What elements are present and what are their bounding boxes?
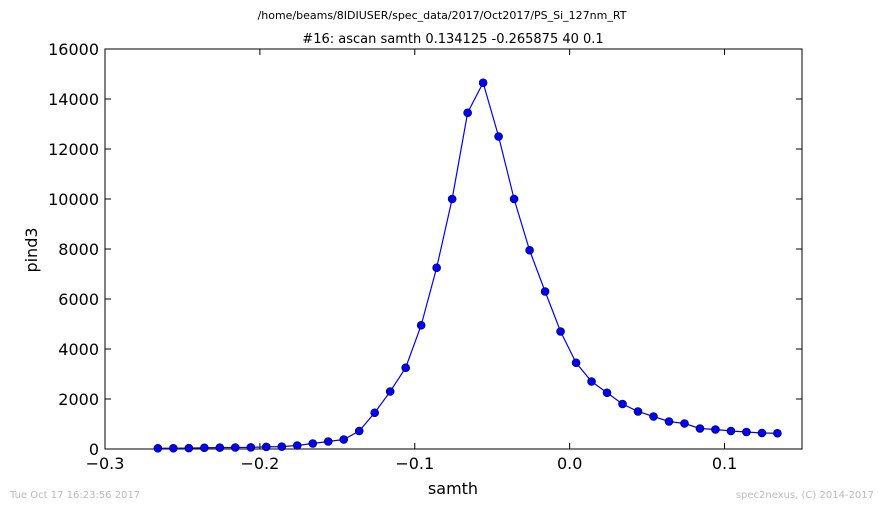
y-tick-label: 10000	[48, 190, 99, 209]
data-point	[540, 287, 550, 296]
data-point	[695, 424, 705, 433]
data-point	[525, 245, 534, 255]
data-point	[246, 443, 256, 452]
data-point	[323, 437, 333, 446]
data-point	[726, 426, 736, 436]
data-point	[633, 407, 643, 416]
data-point	[447, 194, 457, 204]
data-point	[618, 399, 627, 409]
y-tick-label: 12000	[48, 140, 99, 159]
data-point	[169, 443, 178, 453]
data-point	[773, 428, 782, 438]
data-point	[556, 327, 565, 336]
data-point	[231, 443, 240, 452]
data-point	[215, 443, 225, 452]
data-point	[757, 428, 767, 438]
data-point	[509, 194, 519, 204]
axis-ticks: −0.3 −0.2 −0.1 0.0 0.1 0 2000 4000 6000 8000 10000…	[48, 40, 802, 473]
x-tick-label: −0.1	[395, 454, 434, 473]
data-point	[370, 408, 380, 418]
data-point	[200, 443, 209, 453]
x-axis-label: samth	[428, 479, 478, 498]
y-tick-label: 0	[89, 440, 99, 459]
y-tick-label: 16000	[48, 40, 99, 59]
x-tick-label: 0.1	[712, 454, 737, 473]
y-tick-label: 2000	[58, 390, 99, 409]
data-point	[432, 263, 441, 273]
y-tick-label: 4000	[58, 340, 99, 359]
footer-credit: spec2nexus, (C) 2014-2017	[736, 490, 874, 501]
data-point	[711, 425, 720, 434]
data-point	[292, 441, 302, 450]
data-point	[385, 387, 395, 396]
data-point	[308, 439, 318, 448]
plot-area	[104, 48, 803, 450]
data-point	[587, 377, 596, 386]
data-point	[478, 78, 488, 88]
data-point	[401, 363, 410, 373]
data-point	[602, 388, 612, 398]
chart-title: #16: ascan samth 0.134125 -0.265875 40 0…	[302, 32, 603, 47]
data-point	[277, 442, 287, 451]
y-tick-label: 8000	[58, 240, 99, 259]
data-point	[742, 427, 751, 437]
y-axis-label: pind3	[22, 227, 41, 272]
data-point	[494, 132, 503, 141]
x-tick-label: 0.0	[557, 454, 582, 473]
footer-timestamp: Tue Oct 17 16:23:56 2017	[9, 490, 140, 501]
series-pind3	[153, 78, 782, 453]
data-point	[339, 435, 349, 444]
data-point	[463, 108, 472, 118]
data-point	[571, 358, 581, 368]
data-point	[664, 417, 674, 426]
data-point	[184, 443, 194, 453]
chart-suptitle: /home/beams/8IDIUSER/spec_data/2017/Oct2…	[258, 9, 627, 22]
x-tick-label: −0.2	[240, 454, 279, 473]
data-point	[680, 419, 689, 428]
data-point	[153, 443, 163, 453]
x-tick-label: −0.3	[86, 454, 125, 473]
data-point	[354, 426, 364, 436]
y-tick-label: 6000	[58, 290, 99, 309]
data-point	[416, 320, 426, 330]
y-tick-label: 14000	[48, 90, 99, 109]
data-point	[261, 442, 271, 452]
data-point	[649, 412, 658, 421]
